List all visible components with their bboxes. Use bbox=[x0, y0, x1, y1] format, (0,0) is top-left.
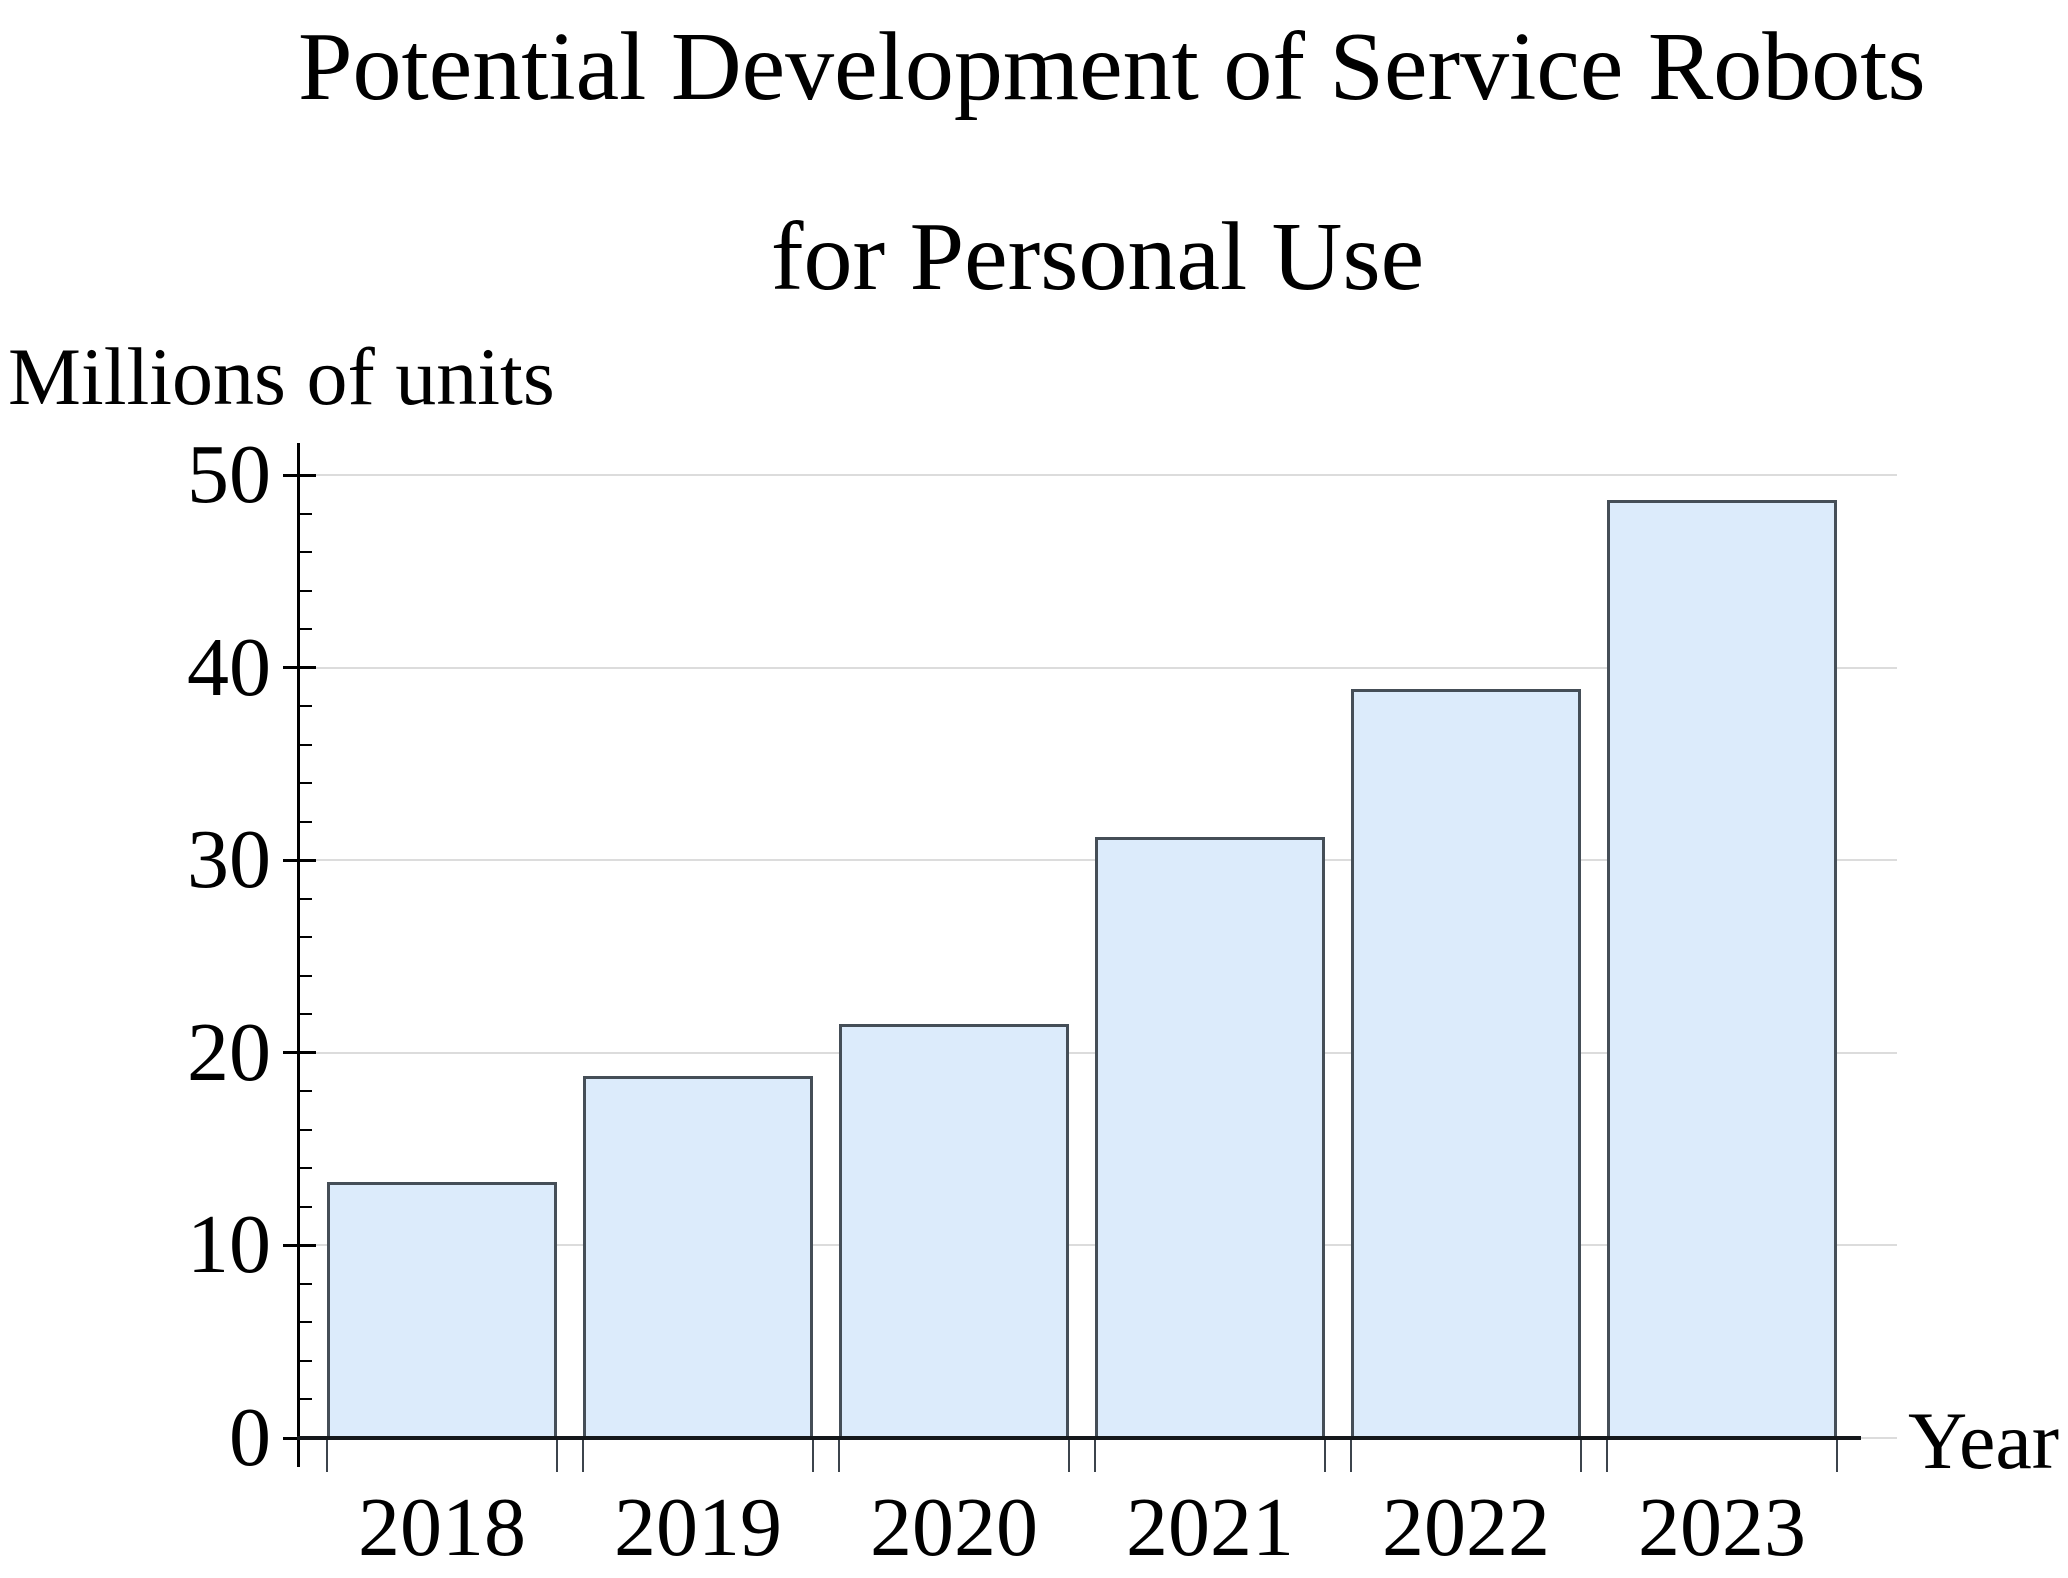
x-tick-right-2022 bbox=[1580, 1438, 1582, 1472]
bar-2018 bbox=[327, 1181, 557, 1440]
bar-2021 bbox=[1095, 837, 1325, 1440]
y-minor-tick-2 bbox=[299, 1398, 312, 1401]
x-tick-label-2019: 2019 bbox=[614, 1481, 782, 1574]
bar-2022 bbox=[1351, 688, 1581, 1440]
chart-title-line2: for Personal Use bbox=[770, 203, 1425, 311]
x-axis-label: Year bbox=[1908, 1395, 2060, 1486]
y-minor-tick-32 bbox=[299, 820, 312, 823]
x-tick-left-2020 bbox=[838, 1438, 840, 1472]
x-tick-left-2023 bbox=[1606, 1438, 1608, 1472]
y-minor-tick-24 bbox=[299, 974, 312, 977]
x-tick-label-2022: 2022 bbox=[1382, 1481, 1550, 1574]
y-minor-tick-14 bbox=[299, 1167, 312, 1170]
y-minor-tick-48 bbox=[299, 512, 312, 515]
y-minor-tick-42 bbox=[299, 628, 312, 631]
y-tick-label-30: 30 bbox=[187, 813, 271, 907]
y-minor-tick-22 bbox=[299, 1013, 312, 1016]
y-minor-tick-8 bbox=[299, 1282, 312, 1285]
x-tick-right-2021 bbox=[1324, 1438, 1326, 1472]
y-tick-label-10: 10 bbox=[187, 1198, 271, 1292]
y-minor-tick-16 bbox=[299, 1128, 312, 1131]
gridline-40 bbox=[298, 666, 1897, 669]
x-tick-right-2018 bbox=[556, 1438, 558, 1472]
y-tick-label-50: 50 bbox=[187, 428, 271, 521]
chart-title-line1: Potential Development of Service Robots bbox=[298, 13, 1926, 121]
x-tick-right-2023 bbox=[1836, 1438, 1838, 1472]
y-minor-tick-36 bbox=[299, 743, 312, 746]
x-tick-left-2018 bbox=[326, 1438, 328, 1472]
y-tick-label-20: 20 bbox=[187, 1005, 271, 1099]
y-minor-tick-12 bbox=[299, 1205, 312, 1208]
y-minor-tick-46 bbox=[299, 551, 312, 554]
x-tick-label-2018: 2018 bbox=[358, 1481, 526, 1574]
y-minor-tick-28 bbox=[299, 897, 312, 900]
y-axis-label: Millions of units bbox=[8, 331, 555, 422]
x-tick-right-2019 bbox=[812, 1438, 814, 1472]
bar-2020 bbox=[839, 1023, 1069, 1440]
x-tick-left-2022 bbox=[1350, 1438, 1352, 1472]
y-minor-tick-44 bbox=[299, 589, 312, 592]
y-minor-tick-26 bbox=[299, 936, 312, 939]
x-tick-left-2019 bbox=[582, 1438, 584, 1472]
y-minor-tick-38 bbox=[299, 705, 312, 708]
x-axis-extension bbox=[1861, 1437, 1897, 1439]
y-tick-label-0: 0 bbox=[229, 1391, 271, 1484]
y-minor-tick-34 bbox=[299, 782, 312, 785]
y-minor-tick-6 bbox=[299, 1321, 312, 1324]
x-tick-left-2021 bbox=[1094, 1438, 1096, 1472]
y-axis-line bbox=[297, 443, 300, 1467]
y-minor-tick-18 bbox=[299, 1090, 312, 1093]
x-tick-label-2023: 2023 bbox=[1638, 1481, 1806, 1574]
x-tick-label-2021: 2021 bbox=[1126, 1481, 1294, 1574]
x-tick-label-2020: 2020 bbox=[870, 1481, 1038, 1574]
bar-2019 bbox=[583, 1075, 813, 1440]
bar-2023 bbox=[1607, 500, 1837, 1440]
gridline-50 bbox=[298, 474, 1897, 476]
x-axis-line bbox=[297, 1436, 1861, 1440]
y-minor-tick-4 bbox=[299, 1359, 312, 1362]
y-tick-label-40: 40 bbox=[187, 620, 271, 714]
x-tick-right-2020 bbox=[1068, 1438, 1070, 1472]
